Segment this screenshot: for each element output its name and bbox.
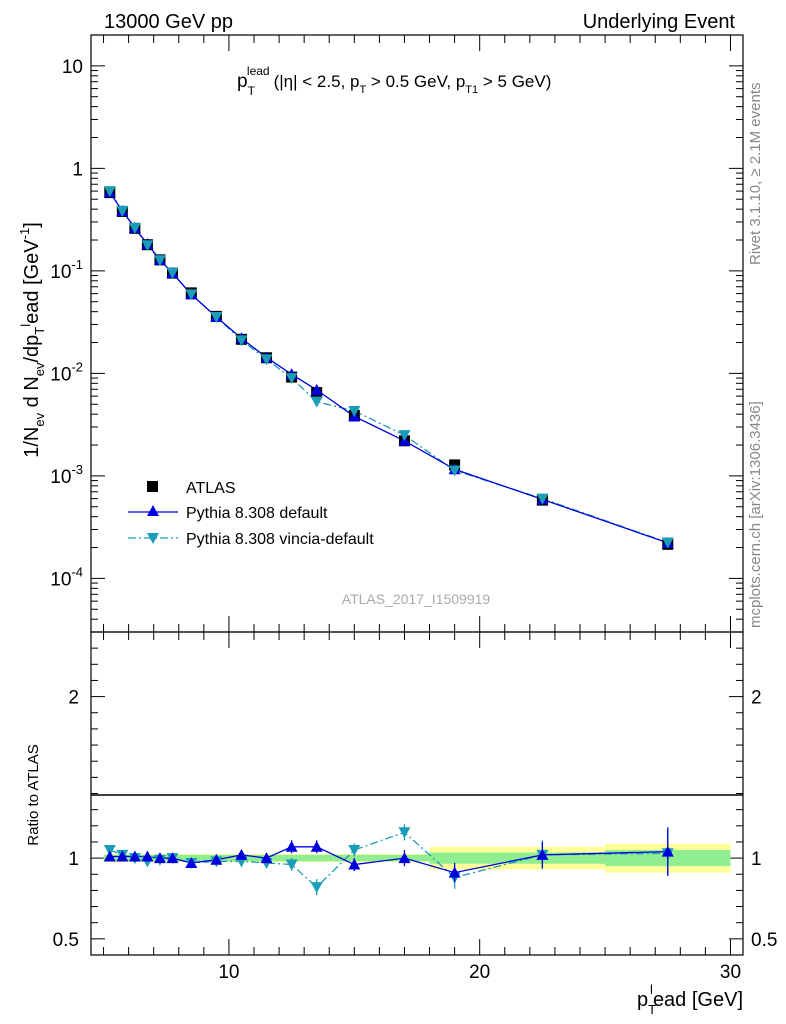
ratio-vincia-point: [310, 882, 323, 894]
ratio-uncertainty-bands: [103, 843, 731, 873]
legend-atlas-marker: [147, 481, 158, 492]
ratio-panel-frame: [90, 631, 744, 956]
pythia-vincia-point: [185, 289, 198, 301]
main-series-group: [103, 186, 674, 550]
main-y-axis-label: 1/Nev d Nev/dpTlead [GeV-1]: [17, 222, 47, 458]
pythia-default-point: [310, 383, 323, 395]
pythia-vincia-point: [448, 465, 461, 477]
legend-atlas-label: ATLAS: [186, 480, 236, 497]
main-y-tick-label: 10-4: [50, 564, 83, 590]
mcplots-citation-text: mcplots.cern.ch [arXiv:1306.3436]: [747, 401, 764, 628]
ratio-default-point: [285, 840, 298, 852]
ratio-default-point: [166, 852, 179, 864]
ratio-default-point: [116, 850, 129, 862]
ratio-band-inner: [429, 852, 606, 864]
rivet-info-text: Rivet 3.1.10, ≥ 2.1M events: [747, 83, 764, 266]
legend: ATLAS Pythia 8.308 default Pythia 8.308 …: [128, 480, 374, 548]
x-tick-label: 10: [218, 962, 239, 983]
ratio-default-point: [260, 852, 273, 864]
pythia-vincia-point: [116, 205, 129, 217]
pythia-vincia-point: [210, 311, 223, 323]
ratio-y-tick-label: 1: [68, 849, 79, 870]
main-axis-ticks: 10-4 10-3 10-2 10-1 1 10: [50, 34, 743, 633]
ratio-default-point: [398, 852, 411, 864]
ratio-default-point: [348, 858, 361, 870]
ratio-y-tick-label: 0.5: [53, 930, 79, 951]
ratio-default-point: [661, 845, 674, 857]
legend-pythia-vincia-marker: [147, 533, 159, 544]
header-right: Underlying Event: [583, 11, 736, 33]
legend-pythia-default-label: Pythia 8.308 default: [186, 505, 328, 522]
ratio-axis-ticks: 0.5 0.5 1 1 2 2 10 20 30: [53, 632, 777, 983]
ratio-default-point: [141, 850, 154, 862]
pythia-vincia-point: [536, 493, 549, 505]
pythia-vincia-point: [285, 373, 298, 385]
x-tick-label: 30: [720, 962, 741, 983]
ratio-vincia-point: [348, 845, 361, 857]
legend-pythia-default-marker: [147, 505, 159, 516]
ratio-default-point: [128, 850, 141, 862]
main-y-tick-label: 10: [62, 57, 83, 78]
ratio-default-point: [536, 848, 549, 860]
ratio-default-point: [448, 866, 461, 878]
ratio-vincia-point: [285, 859, 298, 871]
pythia-vincia-point: [141, 240, 154, 252]
ratio-y-axis-label: Ratio to ATLAS: [25, 744, 42, 845]
ratio-y-tick-label-right: 2: [751, 688, 762, 709]
legend-pythia-vincia-label: Pythia 8.308 vincia-default: [186, 531, 374, 548]
pythia-vincia-point: [661, 537, 674, 549]
ratio-default-point: [103, 850, 116, 862]
ratio-default-point: [185, 856, 198, 868]
analysis-id: ATLAS_2017_I1509919: [342, 591, 491, 607]
main-y-tick-label: 10-3: [50, 462, 83, 488]
ratio-series-group: [103, 824, 674, 896]
x-tick-label: 20: [469, 962, 490, 983]
pythia-vincia-point: [235, 335, 248, 347]
pythia-vincia-point: [166, 267, 179, 279]
ratio-y-tick-label: 2: [68, 688, 79, 709]
ratio-y-tick-label-right: 0.5: [751, 930, 777, 951]
pythia-vincia-point: [398, 430, 411, 442]
main-y-tick-label: 1: [72, 159, 83, 180]
pythia-vincia-point: [103, 186, 116, 198]
ratio-y-tick-label-right: 1: [751, 849, 762, 870]
ratio-default-point: [210, 853, 223, 865]
pythia-vincia-point: [128, 222, 141, 234]
pythia-vincia-point: [310, 396, 323, 408]
ratio-vincia-point: [398, 827, 411, 839]
main-y-tick-label: 10-1: [50, 257, 83, 283]
ratio-default-point: [235, 848, 248, 860]
main-panel-title: pTlead(|η| < 2.5, pT > 0.5 GeV, pT1 > 5 …: [237, 64, 551, 98]
header-left: 13000 GeV pp: [104, 11, 233, 33]
ratio-default-point: [153, 852, 166, 864]
pythia-vincia-point: [348, 405, 361, 417]
x-axis-label: pTlead [GeV]: [637, 982, 743, 1017]
pythia-vincia-point: [260, 354, 273, 366]
pythia-vincia-point: [153, 255, 166, 267]
ratio-default-point: [310, 840, 323, 852]
main-y-tick-label: 10-2: [50, 359, 83, 385]
